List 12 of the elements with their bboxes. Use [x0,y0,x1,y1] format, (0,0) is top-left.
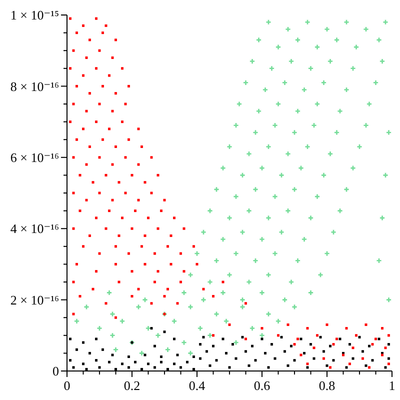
x-tick-label: 1 [388,378,396,393]
x-tick-label: 0.4 [188,378,206,393]
x-tick-label: 0 [64,378,70,393]
x-tick-label: 0.2 [124,378,140,393]
y-tick-label: 6 × 10⁻¹⁶ [10,150,59,165]
y-tick-label: 0 [52,364,59,379]
y-tick-label: 4 × 10⁻¹⁶ [10,221,59,236]
x-tick-label: 0.8 [318,378,336,393]
y-tick-label: 8 × 10⁻¹⁶ [10,78,59,94]
y-tick-label: 2 × 10⁻¹⁶ [10,292,59,308]
y-tick-label: 1 × 10⁻¹⁵ [10,8,59,23]
x-tick-label: 0.6 [254,378,271,393]
